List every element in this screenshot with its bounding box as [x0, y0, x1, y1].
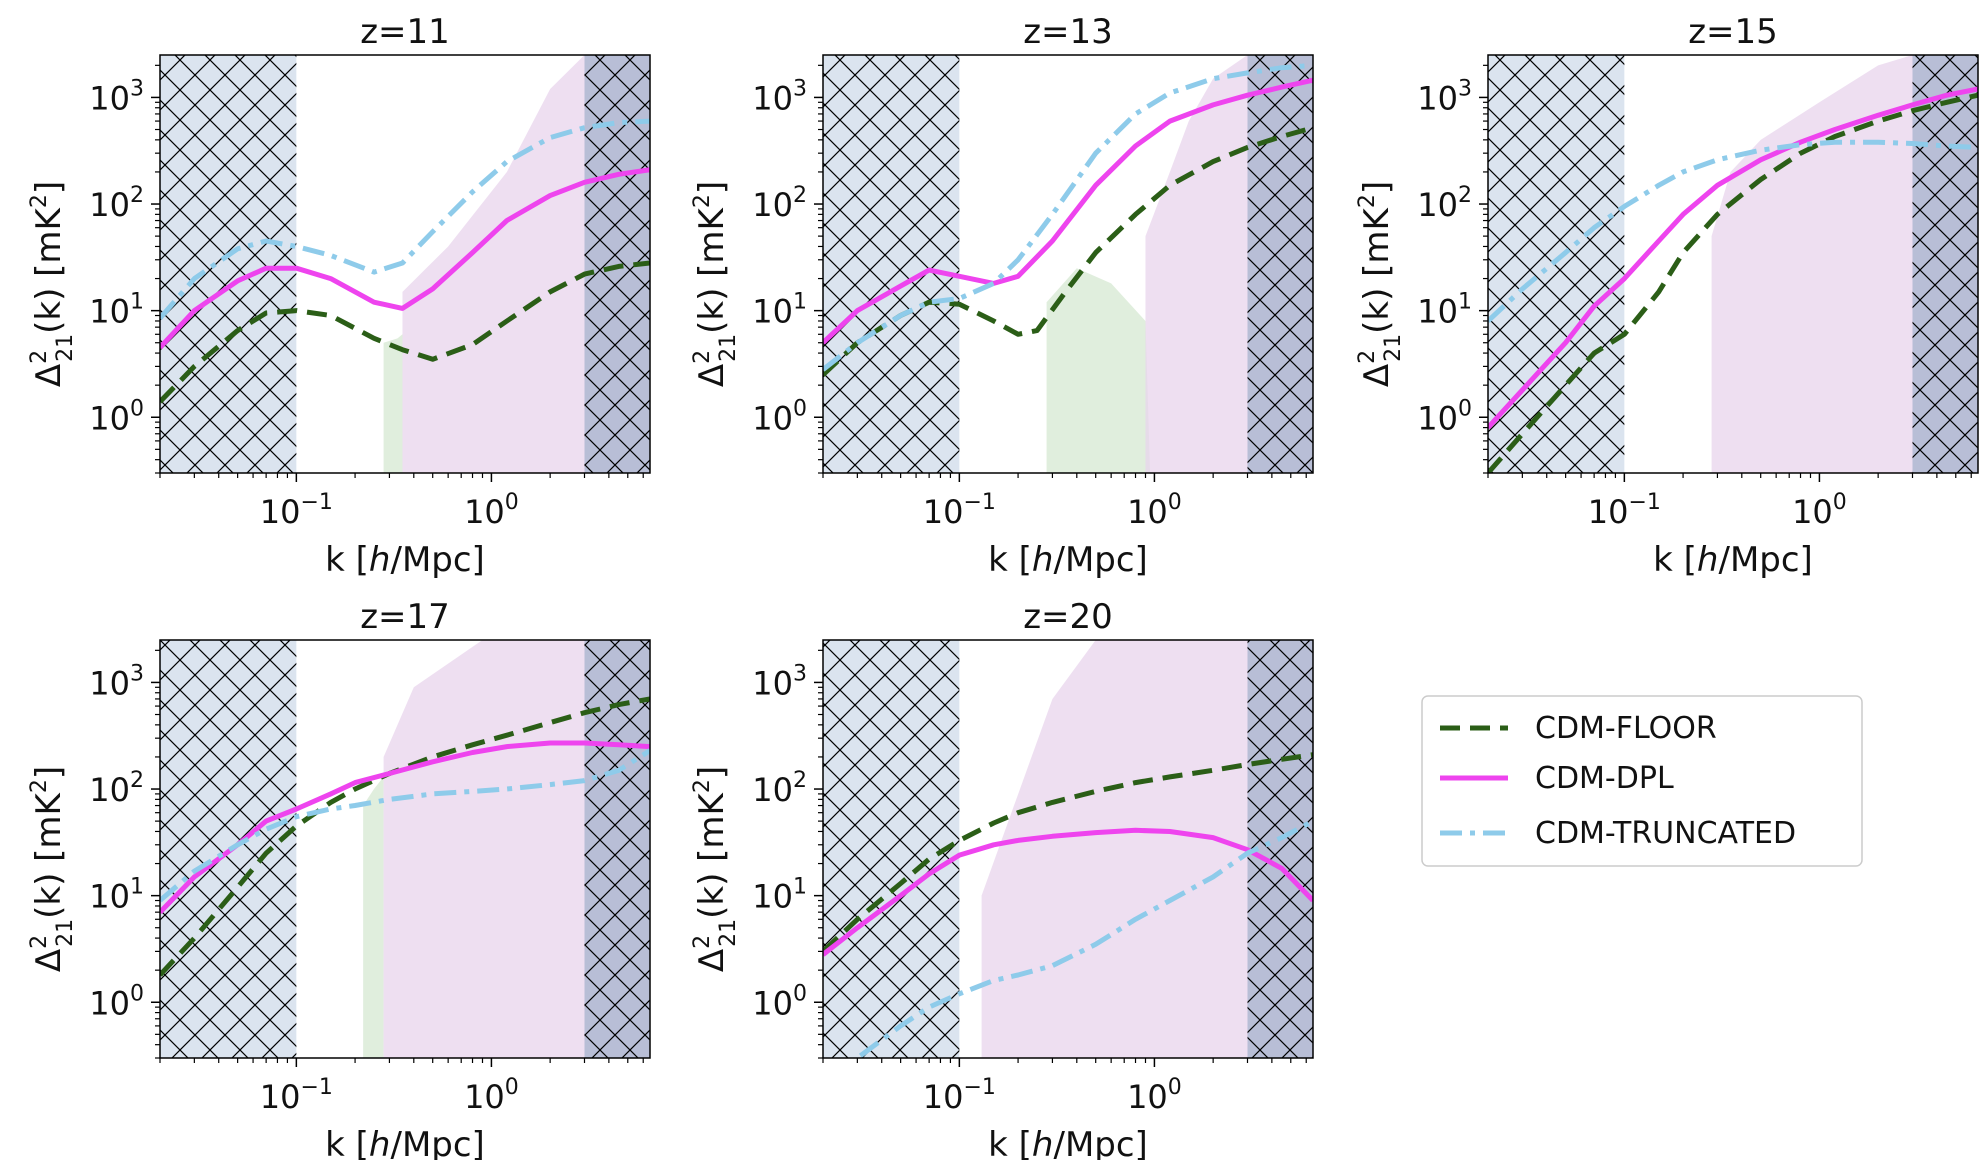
series-line-truncated [823, 62, 1313, 372]
y-tick-label: 102 [752, 183, 807, 224]
series-line-dpl [1488, 86, 1978, 430]
x-axis-label: k [h/Mpc] [988, 1125, 1148, 1160]
y-axis-label: Δ221(k) [mK2] [690, 181, 741, 387]
series-line-dpl [823, 827, 1313, 957]
y-tick-label: 100 [752, 981, 807, 1022]
y-tick-label: 102 [1417, 183, 1472, 224]
axes-frame [159, 54, 651, 474]
excluded-region-hatch [823, 640, 960, 1058]
panel-z-11: 10−1 100 100 101 102 103 z=11 k [h/Mpc] Δ221(k) … [27, 12, 651, 580]
y-tick-label: 101 [752, 875, 807, 916]
y-axis-label: Δ221(k) [mK2] [690, 766, 741, 972]
band-dpl [383, 640, 585, 1058]
series-line-truncated [160, 748, 650, 903]
panel-title: z=13 [1023, 12, 1113, 52]
legend-label-dpl: CDM-DPL [1535, 761, 1674, 796]
panel-z-20: 10−1 100 100 101 102 103 z=20 k [h/Mpc] Δ221(k) … [690, 597, 1314, 1160]
band-dpl [1145, 55, 1248, 473]
panel-z-13: 10−1 100 100 101 102 103 z=13 k [h/Mpc] Δ221(k) … [690, 12, 1314, 580]
y-tick-label: 102 [89, 183, 144, 224]
excluded-region-hatch [1488, 55, 1625, 473]
x-tick-label: 10−1 [260, 1075, 333, 1116]
panel-title: z=15 [1688, 12, 1778, 52]
x-axis-label: k [h/Mpc] [325, 1125, 485, 1160]
legend-item-truncated: CDM-TRUNCATED [1440, 816, 1796, 851]
panel-z-15: 10−1 100 100 101 102 103 z=15 k [h/Mpc] Δ221(k) … [1355, 12, 1979, 580]
legend-label-floor: CDM-FLOOR [1535, 711, 1717, 746]
band-floor [363, 776, 384, 1058]
y-tick-label: 103 [752, 76, 807, 117]
legend-item-dpl: CDM-DPL [1440, 761, 1674, 796]
y-tick-label: 100 [1417, 396, 1472, 437]
panel-title: z=17 [360, 597, 450, 637]
y-tick-label: 100 [752, 396, 807, 437]
x-tick-label: 10−1 [1588, 490, 1661, 531]
y-tick-label: 100 [89, 396, 144, 437]
y-tick-label: 101 [752, 290, 807, 331]
excluded-region-hatch [1912, 55, 1978, 473]
x-tick-label: 100 [1127, 490, 1182, 531]
panel-title: z=11 [360, 12, 450, 52]
y-tick-label: 101 [89, 290, 144, 331]
legend: CDM-FLOOR CDM-DPL CDM-TRUNCATED [1421, 695, 1863, 867]
x-axis-label: k [h/Mpc] [1653, 540, 1813, 580]
series-line-truncated [1488, 139, 1978, 323]
y-axis-label: Δ221(k) [mK2] [27, 181, 78, 387]
y-tick-label: 102 [89, 768, 144, 809]
axes-frame [822, 54, 1314, 474]
excluded-region-hatch [1247, 55, 1313, 473]
plot-area [160, 55, 650, 473]
axes-frame [1487, 54, 1979, 474]
legend-label-truncated: CDM-TRUNCATED [1535, 816, 1796, 851]
series-line-dpl [160, 167, 650, 350]
plot-area [160, 640, 650, 1058]
band-dpl [981, 640, 1248, 1058]
y-tick-label: 103 [1417, 76, 1472, 117]
y-tick-label: 103 [89, 661, 144, 702]
y-tick-label: 102 [752, 768, 807, 809]
legend-box [1421, 695, 1863, 867]
series-line-truncated [160, 118, 650, 320]
x-tick-label: 100 [1792, 490, 1847, 531]
y-tick-label: 100 [89, 981, 144, 1022]
plot-area [823, 55, 1313, 473]
x-tick-label: 100 [464, 1075, 519, 1116]
series-line-truncated [852, 818, 1313, 1058]
series-line-floor [823, 125, 1313, 377]
y-tick-label: 103 [752, 661, 807, 702]
y-tick-label: 101 [89, 875, 144, 916]
excluded-region-hatch [160, 55, 297, 473]
y-tick-label: 103 [89, 76, 144, 117]
y-axis-label: Δ221(k) [mK2] [1355, 181, 1406, 387]
panels: 10−1 100 100 101 102 103 z=11 k [h/Mpc] Δ221(k) … [27, 12, 1979, 1160]
y-axis-label: Δ221(k) [mK2] [27, 766, 78, 972]
x-tick-label: 10−1 [923, 490, 996, 531]
series-line-dpl [823, 77, 1313, 345]
plot-area [823, 640, 1313, 1058]
legend-item-floor: CDM-FLOOR [1440, 711, 1717, 746]
axes-frame [159, 639, 651, 1059]
y-tick-label: 101 [1417, 290, 1472, 331]
x-axis-label: k [h/Mpc] [988, 540, 1148, 580]
band-dpl [402, 55, 585, 473]
panel-z-17: 10−1 100 100 101 102 103 z=17 k [h/Mpc] Δ221(k) … [27, 597, 651, 1160]
x-axis-label: k [h/Mpc] [325, 540, 485, 580]
panel-title: z=20 [1023, 597, 1113, 637]
x-tick-label: 100 [1127, 1075, 1182, 1116]
series-line-floor [823, 752, 1313, 954]
excluded-region-hatch [823, 55, 960, 473]
series-line-floor [1488, 92, 1978, 473]
axes-frame [822, 639, 1314, 1059]
band-floor [383, 334, 403, 473]
x-tick-label: 10−1 [260, 490, 333, 531]
band-floor [1046, 268, 1151, 473]
series-line-floor [160, 260, 650, 404]
x-tick-label: 10−1 [923, 1075, 996, 1116]
plot-area [1488, 55, 1978, 473]
x-tick-label: 100 [464, 490, 519, 531]
